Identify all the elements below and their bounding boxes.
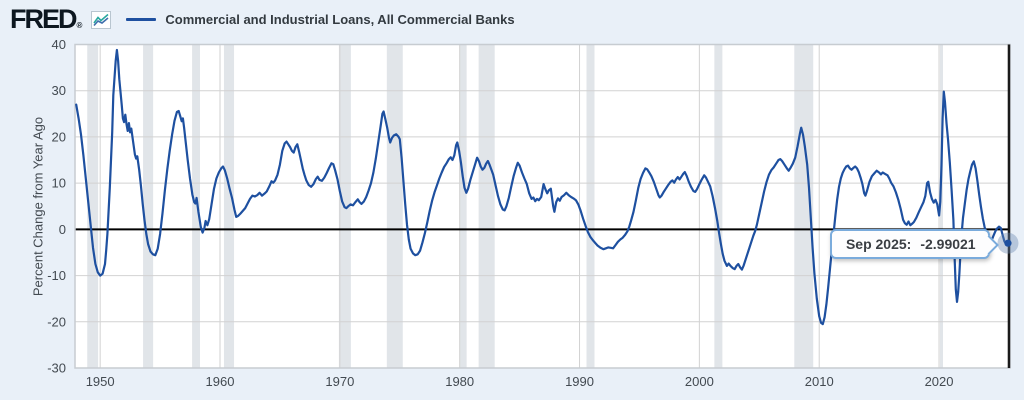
recession-band — [223, 44, 235, 368]
x-tick-label: 1960 — [206, 374, 235, 389]
y-tick-label: -20 — [47, 314, 66, 329]
chart-header: FRED® Commercial and Industrial Loans, A… — [10, 6, 515, 33]
legend-line-swatch[interactable] — [126, 18, 157, 21]
x-tick-label: 1970 — [325, 374, 354, 389]
y-tick-label: 20 — [52, 129, 66, 144]
recession-band — [192, 44, 200, 368]
y-tick-label: -10 — [47, 268, 66, 283]
x-tick-label: 1990 — [565, 374, 594, 389]
recession-band — [794, 44, 814, 368]
data-series-line[interactable] — [75, 48, 1010, 326]
x-tick-label: 2020 — [925, 374, 954, 389]
recession-band — [87, 44, 99, 368]
hover-tooltip: Sep 2025: -2.99021 — [829, 229, 999, 260]
x-tick-label: 1980 — [445, 374, 474, 389]
x-tick-label: 2000 — [685, 374, 714, 389]
recession-band — [714, 44, 723, 368]
recession-band — [586, 44, 595, 368]
y-tick-label: -30 — [47, 361, 66, 376]
y-tick-label: 40 — [52, 37, 66, 52]
x-tick-label: 1950 — [86, 374, 115, 389]
fred-logo[interactable]: FRED® — [10, 4, 83, 34]
y-tick-label: 30 — [52, 83, 66, 98]
recession-band — [940, 44, 944, 368]
y-tick-label: 0 — [59, 222, 66, 237]
tooltip-value: -2.99021 — [920, 236, 976, 253]
recession-band — [459, 44, 467, 368]
recession-band — [478, 44, 495, 368]
recession-band — [386, 44, 403, 368]
fred-chart-icon — [91, 10, 112, 29]
tooltip-date: Sep 2025: — [845, 236, 912, 253]
x-tick-label: 2010 — [805, 374, 834, 389]
recession-band — [143, 44, 154, 368]
series-title[interactable]: Commercial and Industrial Loans, All Com… — [165, 12, 515, 27]
hover-marker-dot[interactable] — [1004, 239, 1012, 247]
y-tick-label: 10 — [52, 176, 66, 191]
registered-mark: ® — [76, 21, 83, 30]
plot-background — [75, 44, 1010, 368]
y-axis-title: Percent Change from Year Ago — [30, 116, 46, 297]
